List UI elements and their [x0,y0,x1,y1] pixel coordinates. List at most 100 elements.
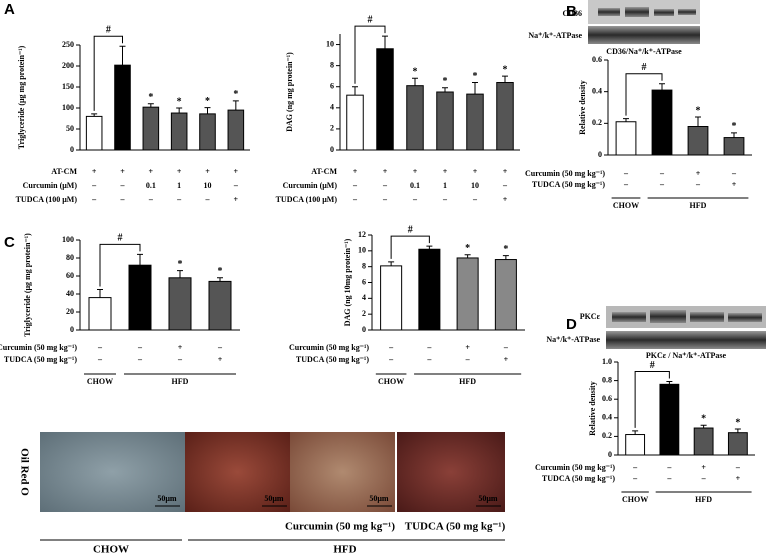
error-bar [731,132,737,138]
error-bar [176,107,183,114]
significance-mark: # [642,62,647,73]
treatment-mark: + [120,167,125,176]
bar [494,259,517,331]
treatment-label: AT-CM [311,167,337,176]
treatment-mark: 1 [443,181,447,190]
treatment-label: Curcumin (50 mg kg⁻¹) [289,343,369,352]
treatment-mark: 10 [471,181,479,190]
treatment-mark: – [731,169,737,178]
treatment-mark: – [388,343,394,352]
bar [85,115,103,151]
significance-bracket [634,371,670,428]
y-axis-label: Relative density [578,80,587,134]
treatment-label: TUDCA (50 mg kg⁻¹) [296,355,369,364]
stain-label: Oil Red O [18,448,30,496]
error-bar [177,270,183,278]
treatment-label: Curcumin (50 mg kg⁻¹) [0,343,77,352]
significance-mark: * [177,96,182,107]
bar [114,64,131,151]
blot-band [625,7,649,17]
panel-label: D [566,316,577,333]
group-label: CHOW [613,201,639,210]
significance-mark: * [148,92,153,103]
treatment-mark: + [465,343,470,352]
y-tick-label: 10 [326,39,334,48]
blot-band [690,312,724,322]
y-tick-label: 1.0 [602,357,612,366]
bar-chart: 0 0.2 0.4 0.6 0.8 1.0 Relative density # * * Curcu… [535,357,755,504]
treatment-mark: – [205,195,211,204]
error-bar [137,253,143,266]
blot-band [612,312,646,322]
treatment-mark: + [473,167,478,176]
error-bar [623,118,629,122]
treatment-mark: – [382,181,388,190]
treatment-mark: – [217,343,223,352]
bar [659,383,680,456]
treatment-mark: + [353,167,358,176]
significance-mark: * [473,71,478,82]
error-bar [412,77,418,86]
treatment-mark: – [91,181,97,190]
y-tick-label: 0 [362,325,366,334]
y-tick-label: 10 [358,246,366,255]
significance-mark: * [443,76,448,87]
blot-image [588,26,700,44]
bar [376,48,394,151]
panel-label: B [566,3,577,20]
bar [687,126,709,156]
group-label: CHOW [378,377,404,386]
treatment-mark: – [659,169,665,178]
bar [615,121,637,156]
error-bar [352,86,358,96]
treatment-label: Curcumin (50 mg kg⁻¹) [535,463,615,472]
bar [142,106,160,151]
bar [227,109,245,151]
micrograph [397,432,505,512]
treatment-mark: – [695,180,701,189]
y-tick-label: 250 [62,40,74,49]
blot-caption: PKCε / Na⁺/k⁺-ATPase [646,351,727,360]
error-bar [472,82,478,95]
bar [380,265,403,331]
treatment-mark: – [388,355,394,364]
treatment-mark: – [137,355,143,364]
treatment-mark: – [666,474,672,483]
treatment-label: Curcumin (50 mg kg⁻¹) [525,169,605,178]
group-label: HFD [695,495,712,504]
y-tick-label: 4 [362,293,366,302]
bar-chart: 0 50 100 150 200 250 Triglyceride (μg mg prote… [16,25,250,204]
treatment-mark: – [233,181,239,190]
y-tick-label: 0.6 [602,394,612,403]
treatment-mark: + [178,343,183,352]
significance-mark: * [205,96,210,107]
treatment-mark: + [736,474,741,483]
bar [723,137,745,156]
error-bar [695,116,701,127]
treatment-mark: – [177,355,183,364]
treatment-mark: 1 [177,181,181,190]
micrograph [40,432,185,512]
bar [693,427,714,456]
y-tick-label: 0.8 [602,375,612,384]
treatment-label: Curcumin (50 mg kg⁻¹) [285,521,395,533]
bar-chart: 0 2 4 6 8 10 DAG (ng mg protein⁻¹) # * * * * AT-CM + +… [276,14,520,204]
treatment-mark: – [623,169,629,178]
y-tick-label: 2 [362,309,366,318]
treatment-mark: + [149,167,154,176]
error-bar [632,430,639,435]
blot-image [606,331,766,349]
treatment-label: TUDCA (50 mg kg⁻¹) [542,474,615,483]
blot-label: CD36 [562,9,582,18]
significance-mark: # [650,360,655,371]
error-bar [382,35,388,49]
blot-band [678,9,696,15]
error-bar [388,261,395,266]
treatment-mark: – [502,181,508,190]
error-bar [734,428,741,433]
y-tick-label: 2 [330,124,334,133]
scale-label: 50μm [369,494,389,503]
bar [456,257,479,331]
significance-mark: * [732,121,737,132]
group-label: CHOW [93,544,129,556]
